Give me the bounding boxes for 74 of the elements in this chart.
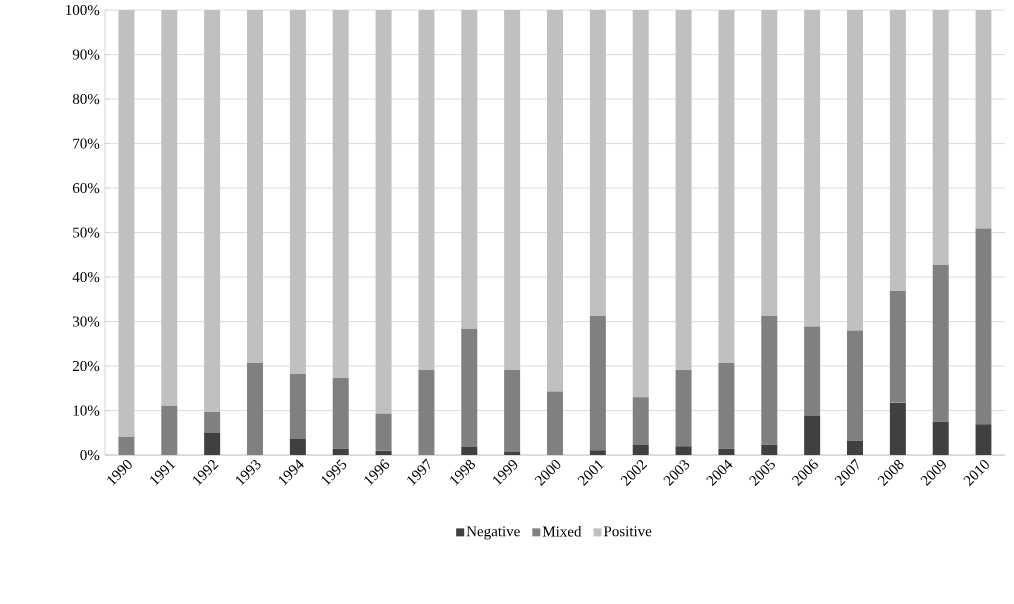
bar (375, 413, 392, 451)
bar (332, 448, 349, 456)
y-tick-label: 20% (72, 360, 100, 372)
bar (975, 228, 992, 425)
bar (847, 330, 864, 441)
bar (675, 370, 692, 447)
bar (804, 415, 821, 456)
legend-label: Mixed (542, 526, 582, 537)
bar (161, 405, 178, 456)
bar (504, 370, 521, 452)
y-tick-label: 0% (80, 449, 100, 461)
bar (204, 411, 221, 433)
bar (375, 10, 392, 414)
y-tick-label: 100% (66, 4, 100, 16)
bar (589, 10, 606, 316)
bar (889, 10, 906, 291)
bar (118, 10, 135, 437)
bar (204, 432, 221, 456)
bar (761, 444, 778, 456)
bar (932, 265, 949, 422)
bar (632, 444, 649, 456)
y-tick-label: 30% (73, 316, 100, 327)
bar (718, 10, 735, 363)
bar (461, 10, 478, 329)
x-tick-label: 1992 (193, 459, 219, 486)
bar (547, 10, 564, 392)
bar (332, 10, 349, 379)
y-tick-label: 60% (72, 182, 100, 194)
bar (461, 447, 478, 456)
y-tick-label: 90% (72, 49, 100, 60)
bar (932, 10, 949, 266)
bar (761, 10, 778, 316)
bar (504, 10, 521, 371)
bar (289, 10, 306, 375)
bar (675, 10, 692, 371)
x-tick-label: 1999 (493, 459, 518, 486)
y-tick-label: 40% (72, 271, 100, 283)
bar (547, 391, 564, 456)
bar (889, 290, 906, 403)
legend-label: Negative (466, 526, 520, 540)
bar (847, 440, 864, 456)
bar (632, 397, 649, 445)
bar (632, 10, 649, 398)
y-tick-label: 10% (73, 405, 100, 416)
bar (761, 315, 778, 445)
bar (161, 10, 178, 406)
bar (118, 436, 135, 456)
bar (889, 402, 906, 456)
bar (975, 10, 992, 229)
y-tick-label: 80% (72, 93, 100, 105)
bar (247, 10, 264, 363)
bar (247, 362, 264, 456)
bar (718, 362, 735, 449)
bar (975, 424, 992, 456)
bar (418, 370, 435, 456)
legend-label: Positive (603, 526, 652, 537)
bar (589, 315, 606, 451)
bar (332, 378, 349, 449)
bar (675, 446, 692, 456)
bar (204, 10, 221, 412)
x-tick-label: 1991 (150, 460, 176, 486)
bar (375, 450, 392, 456)
y-tick-label: 50% (73, 227, 100, 238)
bar (461, 328, 478, 448)
bar (847, 10, 864, 331)
bar (289, 439, 306, 456)
bar (289, 374, 306, 440)
bar (932, 421, 949, 456)
bar (589, 450, 606, 456)
bar (718, 448, 735, 456)
y-tick-label: 70% (73, 138, 100, 149)
bar (804, 326, 821, 416)
bar (804, 10, 821, 327)
bar (418, 10, 435, 371)
